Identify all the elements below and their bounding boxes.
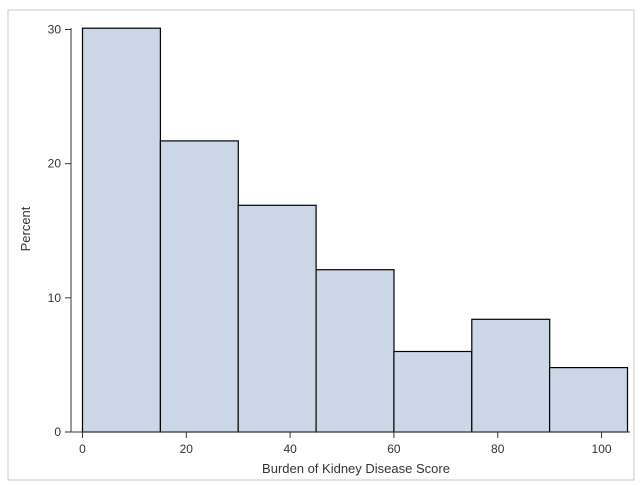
histogram-bar-6 xyxy=(471,318,551,433)
x-tick-label-80: 80 xyxy=(491,442,505,456)
y-tick-label-30: 30 xyxy=(48,23,62,37)
histogram-bar-1 xyxy=(81,27,162,433)
x-ticks-layer: 0 20 40 60 80 100 xyxy=(79,432,612,456)
axes-layer xyxy=(70,28,630,433)
y-tick-label-0: 0 xyxy=(54,425,61,439)
histogram-bar-7 xyxy=(548,367,629,433)
x-tick-label-40: 40 xyxy=(283,442,297,456)
x-tick-label-60: 60 xyxy=(387,442,401,456)
y-axis-title: Percent xyxy=(18,206,33,251)
x-tick-label-100: 100 xyxy=(592,442,612,456)
histogram-bar-5 xyxy=(393,350,473,433)
x-tick-label-20: 20 xyxy=(180,442,194,456)
y-ticks-layer: 0 10 20 30 xyxy=(48,23,71,439)
x-tick-label-0: 0 xyxy=(79,442,86,456)
histogram-bar-3 xyxy=(237,204,317,433)
y-tick-label-10: 10 xyxy=(48,291,62,305)
x-axis-title: Burden of Kidney Disease Score xyxy=(262,461,450,476)
histogram-bar-2 xyxy=(159,140,239,433)
histogram-bar-4 xyxy=(315,269,395,433)
bars-layer xyxy=(81,27,629,433)
y-tick-label-20: 20 xyxy=(48,157,62,171)
